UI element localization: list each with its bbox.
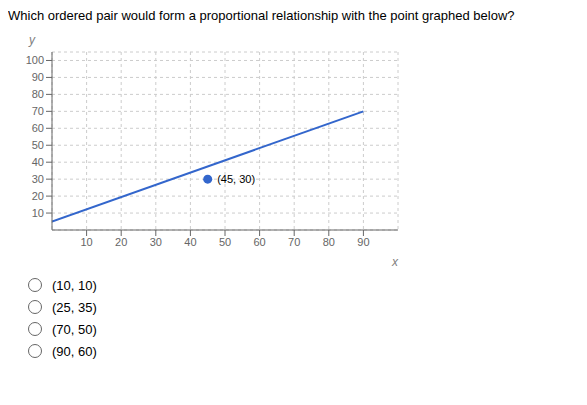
svg-text:70: 70 xyxy=(288,236,300,248)
svg-text:90: 90 xyxy=(357,236,369,248)
svg-text:(45, 30): (45, 30) xyxy=(217,173,255,185)
svg-text:x: x xyxy=(391,255,399,269)
svg-text:30: 30 xyxy=(150,236,162,248)
svg-text:40: 40 xyxy=(32,156,44,168)
svg-text:20: 20 xyxy=(115,236,127,248)
svg-text:60: 60 xyxy=(32,122,44,134)
html-text:(70, 50): (70, 50) xyxy=(52,321,97,337)
html-text:(25, 35): (25, 35) xyxy=(52,299,97,315)
svg-text:y: y xyxy=(28,33,36,47)
svg-text:10: 10 xyxy=(32,207,44,219)
svg-text:50: 50 xyxy=(219,236,231,248)
svg-text:80: 80 xyxy=(32,88,44,100)
html-text:(90, 60): (90, 60) xyxy=(52,343,97,359)
html-text:Which ordered pair would form: Which ordered pair would form a proporti… xyxy=(8,8,515,23)
svg-text:50: 50 xyxy=(32,139,44,151)
svg-text:40: 40 xyxy=(184,236,196,248)
svg-text:90: 90 xyxy=(32,71,44,83)
svg-text:60: 60 xyxy=(253,236,265,248)
svg-text:10: 10 xyxy=(80,236,92,248)
html-text:(10, 10): (10, 10) xyxy=(52,277,97,293)
svg-text:20: 20 xyxy=(32,190,44,202)
svg-text:80: 80 xyxy=(323,236,335,248)
svg-text:100: 100 xyxy=(26,54,44,66)
svg-text:70: 70 xyxy=(32,105,44,117)
svg-text:30: 30 xyxy=(32,173,44,185)
